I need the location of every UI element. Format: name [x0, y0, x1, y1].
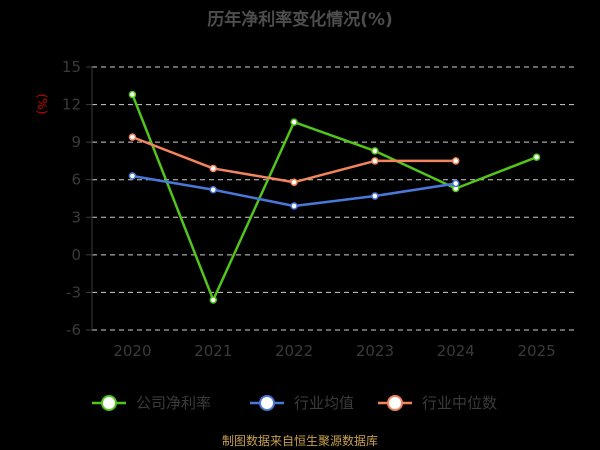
x-tick-label-2021: 2021 [194, 342, 232, 360]
y-tick-label-3: 6 [71, 171, 81, 189]
legend-swatch-marker-0 [101, 395, 117, 411]
gridlines [86, 66, 577, 331]
point-1-2020 [128, 172, 137, 180]
legend-swatch-marker-1 [259, 395, 275, 411]
y-tick-labels: 15 12 9 6 3 0 -3 -6 [62, 58, 81, 339]
point-2-2020 [128, 133, 137, 141]
point-1-2021 [209, 185, 217, 194]
point-0-2025 [532, 153, 541, 161]
point-2-2024 [452, 157, 460, 165]
point-0-2020 [128, 90, 137, 99]
point-2-2022 [290, 178, 298, 186]
x-tick-label-2023: 2023 [356, 342, 394, 360]
legend-label-1: 行业均值 [294, 394, 354, 412]
point-0-2021 [209, 296, 217, 304]
point-2-2021 [209, 164, 217, 173]
y-tick-label-5: 0 [71, 246, 81, 264]
y-tick-label-2: 9 [71, 133, 81, 151]
y-unit-label: (%) [35, 94, 49, 115]
legend: 公司净利率 行业均值 行业中位数 [92, 394, 497, 412]
legend-item-1: 行业均值 [250, 394, 354, 412]
y-tick-label-1: 12 [62, 96, 81, 114]
y-tick-label-4: 3 [71, 208, 81, 226]
x-tick-labels: 2020 2021 2022 2023 2024 2025 [113, 342, 555, 360]
y-tick-label-6: -3 [66, 283, 81, 301]
legend-swatch-marker-2 [387, 395, 403, 411]
legend-label-2: 行业中位数 [422, 394, 497, 412]
x-tick-label-2022: 2022 [275, 342, 313, 360]
y-tick-label-7: -6 [66, 321, 81, 339]
point-0-2023 [371, 147, 379, 155]
point-2-2023 [371, 157, 379, 165]
legend-label-0: 公司净利率 [136, 394, 211, 412]
x-tick-label-2020: 2020 [113, 342, 151, 360]
series-lines [128, 90, 541, 304]
point-1-2024 [452, 179, 460, 188]
point-0-2022 [290, 118, 298, 126]
point-1-2022 [290, 202, 298, 210]
legend-item-2: 行业中位数 [378, 394, 497, 412]
x-tick-label-2024: 2024 [437, 342, 475, 360]
y-tick-label-0: 15 [62, 58, 81, 76]
series-line-0 [131, 94, 538, 302]
series-line-2 [131, 135, 456, 184]
source-note: 制图数据来自恒生聚源数据库 [222, 433, 378, 448]
point-1-2023 [371, 192, 379, 200]
chart-title: 历年净利率变化情况(%) [207, 9, 393, 30]
x-tick-label-2025: 2025 [517, 342, 555, 360]
legend-item-0: 公司净利率 [92, 394, 211, 412]
